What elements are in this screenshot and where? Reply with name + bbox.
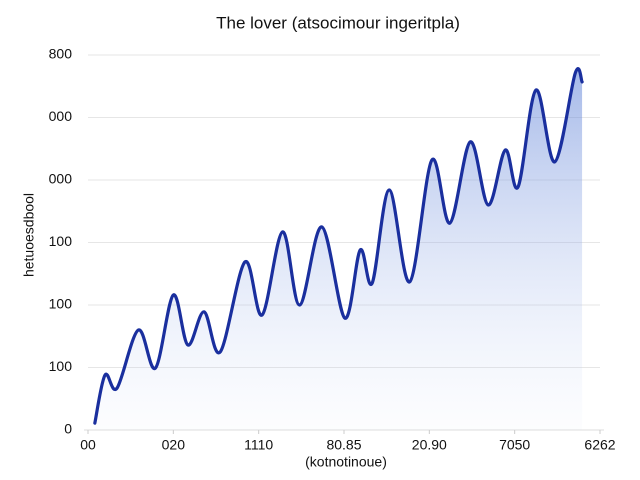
y-tick-label: 100 <box>49 296 73 312</box>
line <box>93 67 584 425</box>
x-tick-label: 1110 <box>244 437 273 453</box>
y-tick-label: 000 <box>49 171 73 187</box>
y-tick-label: 0 <box>64 421 72 437</box>
x-tick-label: 7050 <box>499 437 530 453</box>
x-tick-label: 6262 <box>584 437 615 453</box>
y-axis-label: hetuoesdbool <box>21 193 37 277</box>
chart-title: The lover (atsocimour ingeritpla) <box>216 13 460 32</box>
x-tick-label: 80.85 <box>326 437 361 453</box>
x-axis-label: (kotnotinoue) <box>305 454 387 470</box>
y-tick-label: 800 <box>49 46 73 62</box>
area <box>94 68 583 430</box>
x-tick-label: 00 <box>80 437 96 453</box>
x-tick-label: 20.90 <box>412 437 447 453</box>
x-tick-label: 020 <box>162 437 186 453</box>
y-tick-label: 100 <box>49 233 73 249</box>
y-tick-label: 100 <box>49 358 73 374</box>
y-tick-label: 000 <box>49 108 73 124</box>
